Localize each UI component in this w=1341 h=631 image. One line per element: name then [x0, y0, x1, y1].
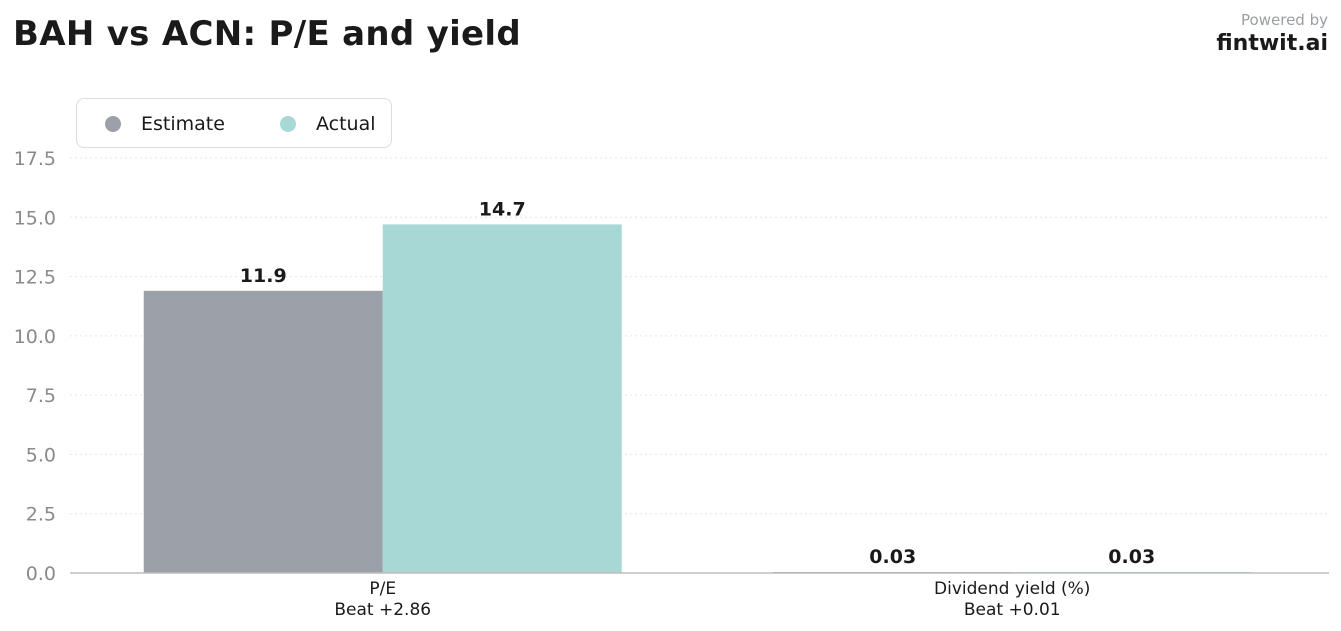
y-tick-label: 7.5: [26, 385, 56, 407]
legend-item-estimate: Estimate: [105, 99, 225, 149]
legend-swatch-actual: [280, 116, 296, 132]
legend-label-estimate: Estimate: [141, 113, 225, 135]
chart-title: BAH vs ACN: P/E and yield: [13, 14, 522, 54]
legend-label-actual: Actual: [316, 113, 376, 135]
powered-by-label: Powered by: [1241, 11, 1328, 29]
brand-block: Powered by fintwit.ai: [1216, 11, 1328, 56]
y-tick-label: 17.5: [14, 148, 56, 170]
data-label: 14.7: [479, 198, 526, 220]
data-label: 11.9: [240, 265, 287, 287]
data-label: 0.03: [1108, 546, 1155, 568]
legend-swatch-estimate: [105, 116, 121, 132]
y-tick-label: 10.0: [14, 326, 56, 348]
bar-estimate: [143, 290, 383, 573]
x-tick-sublabel: Beat +0.01: [964, 600, 1061, 620]
y-tick-label: 12.5: [14, 267, 56, 289]
x-tick-label: Dividend yield (%): [934, 579, 1090, 599]
bar-actual: [382, 224, 622, 573]
chart-legend: Estimate Actual: [76, 98, 392, 148]
y-tick-label: 0.0: [26, 563, 56, 585]
y-tick-label: 15.0: [14, 207, 56, 229]
legend-item-actual: Actual: [280, 99, 376, 149]
x-tick-label: P/E: [369, 579, 396, 599]
x-tick-sublabel: Beat +2.86: [334, 600, 431, 620]
brand-name: fintwit.ai: [1216, 31, 1328, 56]
y-tick-label: 2.5: [26, 504, 56, 526]
data-label: 0.03: [869, 546, 916, 568]
y-tick-label: 5.0: [26, 444, 56, 466]
